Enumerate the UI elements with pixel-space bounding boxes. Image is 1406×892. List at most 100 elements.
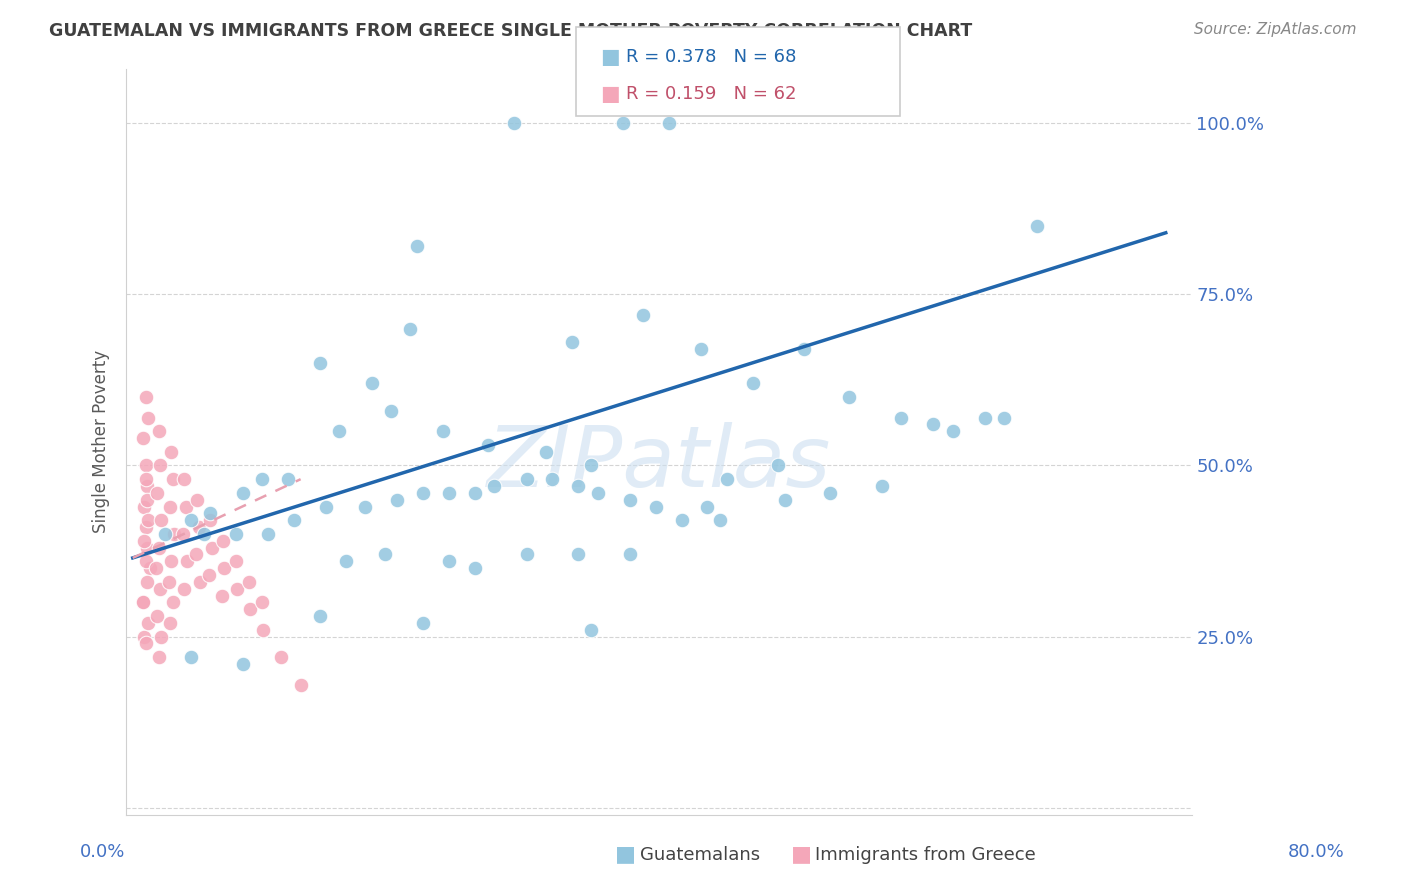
Point	[148, 541, 170, 555]
Point	[157, 574, 180, 589]
Point	[134, 533, 156, 548]
Point	[399, 321, 422, 335]
Point	[516, 548, 538, 562]
Point	[741, 376, 763, 391]
Point	[315, 500, 337, 514]
Point	[231, 486, 253, 500]
Point	[159, 615, 181, 630]
Point	[163, 527, 186, 541]
Point	[132, 595, 155, 609]
Point	[586, 486, 609, 500]
Point	[534, 445, 557, 459]
Point	[250, 472, 273, 486]
Point	[148, 424, 170, 438]
Text: Immigrants from Greece: Immigrants from Greece	[815, 846, 1036, 863]
Point	[716, 472, 738, 486]
Point	[631, 308, 654, 322]
Point	[374, 548, 396, 562]
Point	[773, 492, 796, 507]
Point	[335, 554, 357, 568]
Point	[150, 630, 173, 644]
Point	[437, 486, 460, 500]
Point	[148, 650, 170, 665]
Point	[709, 513, 731, 527]
Point	[250, 595, 273, 609]
Y-axis label: Single Mother Poverty: Single Mother Poverty	[93, 350, 110, 533]
Point	[502, 116, 524, 130]
Point	[387, 492, 409, 507]
Point	[412, 615, 434, 630]
Point	[172, 527, 194, 541]
Point	[132, 431, 155, 445]
Point	[149, 458, 172, 473]
Point	[187, 520, 209, 534]
Point	[174, 500, 197, 514]
Point	[252, 623, 274, 637]
Point	[619, 548, 641, 562]
Point	[239, 602, 262, 616]
Point	[184, 548, 207, 562]
Point	[180, 650, 202, 665]
Point	[134, 500, 156, 514]
Point	[162, 472, 184, 486]
Point	[309, 356, 332, 370]
Point	[690, 342, 713, 356]
Point	[135, 636, 157, 650]
Point	[257, 527, 280, 541]
Point	[136, 615, 159, 630]
Point	[974, 410, 997, 425]
Point	[328, 424, 350, 438]
Point	[437, 554, 460, 568]
Point	[136, 541, 159, 555]
Point	[188, 574, 211, 589]
Point	[136, 513, 159, 527]
Point	[186, 492, 208, 507]
Point	[160, 554, 183, 568]
Point	[405, 239, 427, 253]
Point	[162, 595, 184, 609]
Point	[135, 458, 157, 473]
Point	[200, 513, 222, 527]
Point	[136, 410, 159, 425]
Point	[516, 472, 538, 486]
Point	[290, 677, 312, 691]
Point	[922, 417, 945, 432]
Point	[136, 574, 159, 589]
Point	[153, 527, 176, 541]
Text: R = 0.378   N = 68: R = 0.378 N = 68	[626, 48, 796, 66]
Point	[212, 533, 235, 548]
Text: R = 0.159   N = 62: R = 0.159 N = 62	[626, 85, 796, 103]
Point	[231, 657, 253, 671]
Point	[464, 486, 486, 500]
Point	[193, 527, 215, 541]
Point	[214, 561, 236, 575]
Point	[146, 486, 169, 500]
Point	[768, 458, 790, 473]
Point	[793, 342, 815, 356]
Point	[612, 116, 634, 130]
Point	[354, 500, 377, 514]
Point	[870, 479, 893, 493]
Point	[567, 548, 589, 562]
Point	[432, 424, 454, 438]
Point	[477, 438, 499, 452]
Text: ■: ■	[616, 845, 636, 864]
Point	[942, 424, 965, 438]
Point	[838, 390, 860, 404]
Point	[136, 492, 159, 507]
Text: ■: ■	[600, 84, 620, 103]
Text: ■: ■	[600, 47, 620, 67]
Point	[132, 595, 155, 609]
Point	[619, 492, 641, 507]
Point	[180, 513, 202, 527]
Point	[200, 541, 222, 555]
Point	[135, 554, 157, 568]
Point	[890, 410, 912, 425]
Text: ■: ■	[792, 845, 811, 864]
Point	[696, 500, 718, 514]
Text: 0.0%: 0.0%	[80, 843, 125, 861]
Point	[818, 486, 841, 500]
Point	[176, 554, 198, 568]
Point	[138, 561, 160, 575]
Point	[561, 335, 583, 350]
